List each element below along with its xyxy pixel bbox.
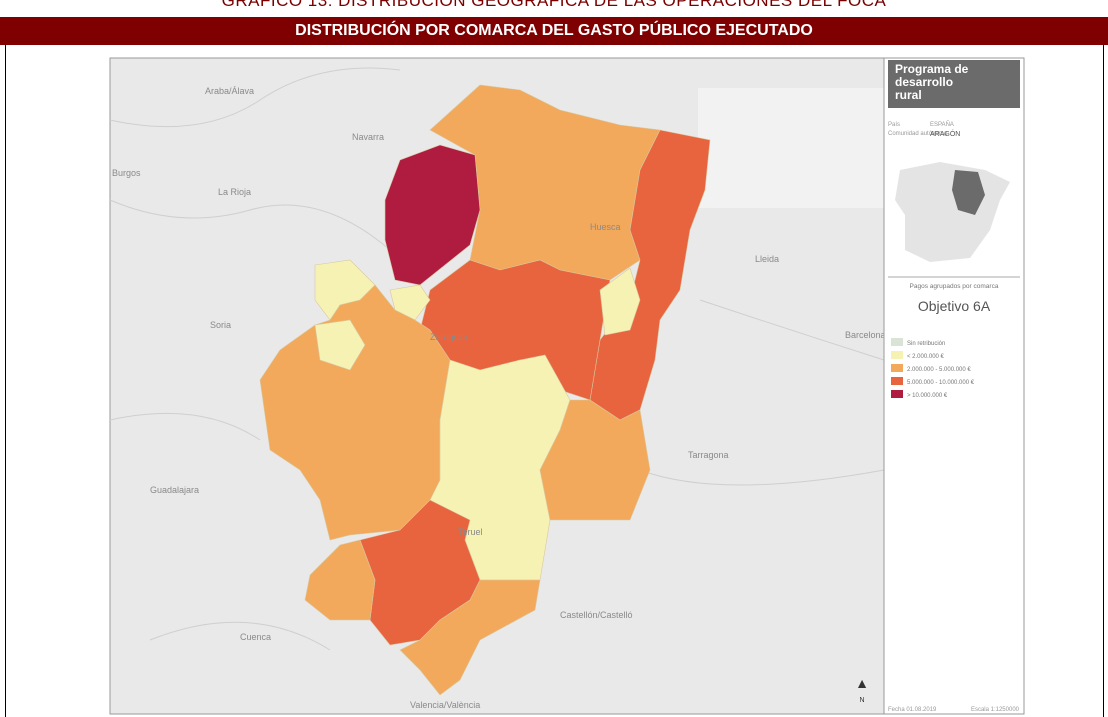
place-label: Burgos xyxy=(112,168,141,178)
frame xyxy=(5,45,1104,717)
place-label: Valencia/València xyxy=(410,700,480,710)
legend-label: 5.000.000 - 10.000.000 € xyxy=(907,380,975,386)
legend-swatch xyxy=(891,351,903,359)
place-label: Araba/Álava xyxy=(205,86,254,96)
panel-title: Programa de desarrollo rural xyxy=(895,62,969,102)
comarca xyxy=(384,144,481,286)
aragon-shape xyxy=(952,170,985,215)
place-label: Soria xyxy=(210,320,231,330)
legend-label: < 2.000.000 € xyxy=(907,354,945,360)
place-label: Castellón/Castelló xyxy=(560,610,633,620)
region-label: Comunidad autónoma xyxy=(888,131,948,137)
place-label: Huesca xyxy=(590,222,621,232)
comarca xyxy=(399,579,541,696)
legend-swatch xyxy=(891,377,903,385)
panel-title-box xyxy=(888,60,1020,108)
date: Fecha 01.08.2019 xyxy=(888,707,937,713)
comarca xyxy=(389,284,431,321)
place-label: Tarragona xyxy=(688,450,729,460)
legend-label: Sin retribución xyxy=(907,341,945,347)
legend-swatch xyxy=(891,338,903,346)
comarcas xyxy=(259,84,711,696)
legend-label: > 10.000.000 € xyxy=(907,393,948,399)
side-panel xyxy=(883,57,1025,715)
place-label: Guadalajara xyxy=(150,485,199,495)
place-label: Barcelona xyxy=(845,330,886,340)
caption: GRÁFICO 13: DISTRIBUCIÓN GEOGRÁFICA DE L… xyxy=(221,0,887,10)
north-label: N xyxy=(859,697,864,704)
objective: Objetivo 6A xyxy=(918,298,991,314)
legend-swatch xyxy=(891,364,903,372)
land xyxy=(698,88,884,208)
place-label: La Rioja xyxy=(218,187,251,197)
header: DISTRIBUCIÓN POR COMARCA DEL GASTO PÚBLI… xyxy=(0,17,1108,45)
comarca xyxy=(599,267,641,336)
comarca xyxy=(304,539,376,621)
legend: Sin retribución < 2.000.000 € 2.000.000 - … xyxy=(891,338,975,399)
grouping: Pagos agrupados por comarca xyxy=(910,283,999,290)
country: ESPAÑA xyxy=(930,121,954,128)
comarca xyxy=(539,399,651,521)
place-label: Teruel xyxy=(458,527,483,537)
comarca xyxy=(314,319,366,371)
legend-label: 2.000.000 - 5.000.000 € xyxy=(907,367,971,373)
country-label: País xyxy=(888,122,900,128)
place-label: Lleida xyxy=(755,254,779,264)
place-label: Navarra xyxy=(352,132,384,142)
north-arrow: ▲ xyxy=(855,675,869,691)
scale: Escala 1:1250000 xyxy=(971,707,1020,713)
region: ARAGÓN xyxy=(930,129,960,138)
legend-swatch xyxy=(891,390,903,398)
place-label: Zaragoza xyxy=(430,332,468,342)
place-label: Cuenca xyxy=(240,632,271,642)
